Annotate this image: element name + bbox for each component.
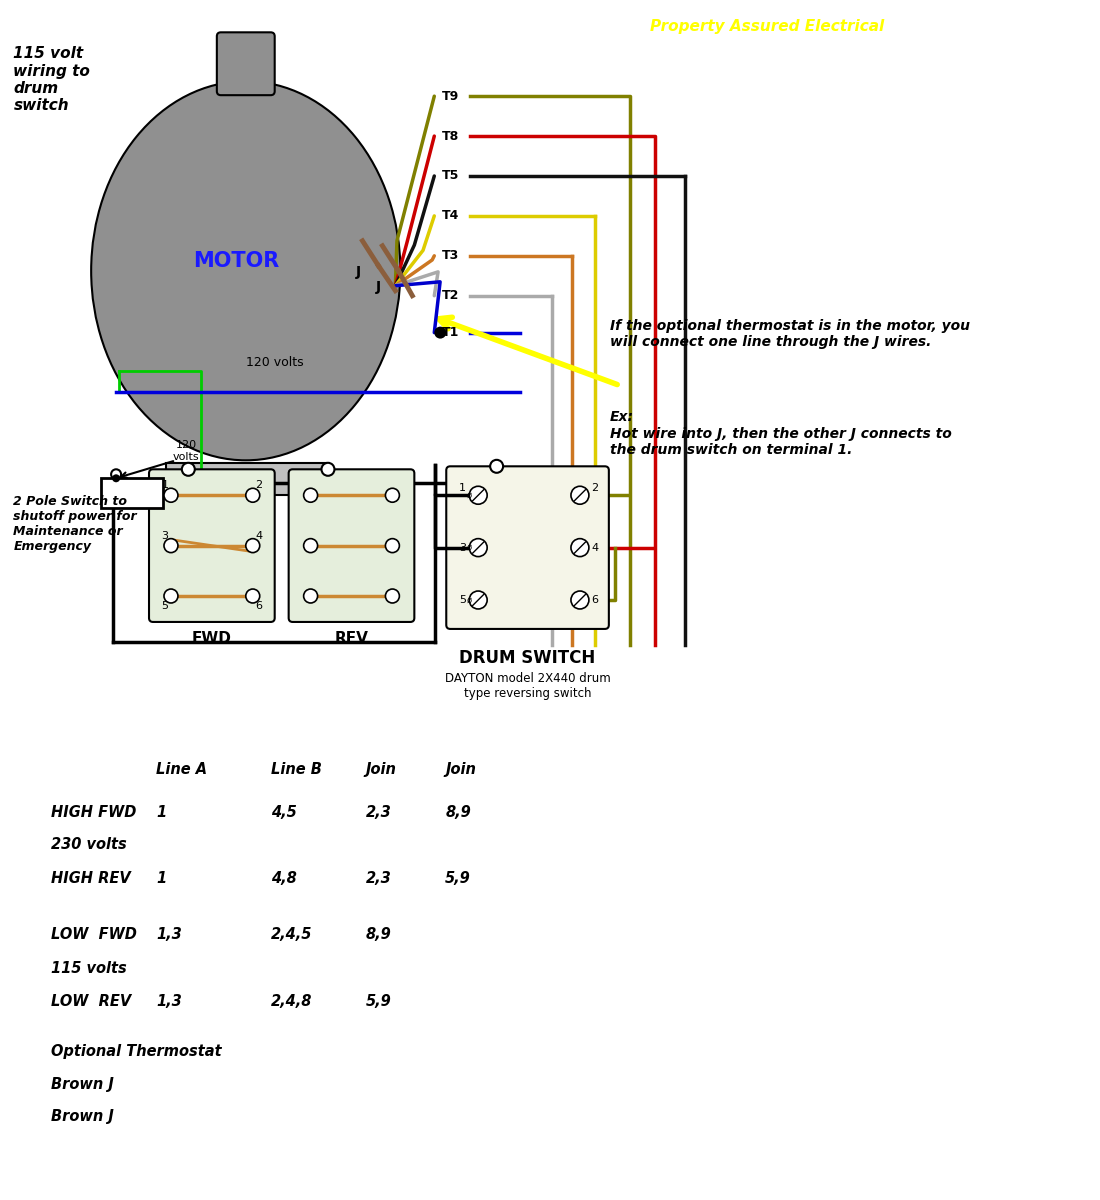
Circle shape <box>571 486 588 504</box>
Text: 1: 1 <box>156 871 166 887</box>
Text: 8,9: 8,9 <box>446 804 471 820</box>
Text: 115 volts: 115 volts <box>52 961 127 976</box>
Text: 115 volt
wiring to
drum
switch: 115 volt wiring to drum switch <box>13 47 90 114</box>
Circle shape <box>164 539 178 553</box>
Text: 1,3: 1,3 <box>156 994 182 1009</box>
Text: ø: ø <box>468 491 472 499</box>
Circle shape <box>112 474 120 482</box>
Text: T4: T4 <box>442 209 460 222</box>
Text: Join: Join <box>446 762 476 776</box>
FancyBboxPatch shape <box>217 32 275 95</box>
Text: 5: 5 <box>162 601 168 611</box>
Text: FWD: FWD <box>191 631 232 646</box>
Text: ø: ø <box>468 595 472 605</box>
Text: T5: T5 <box>442 169 460 182</box>
Text: REV: REV <box>334 631 368 646</box>
Text: ø: ø <box>468 544 472 552</box>
Text: Join: Join <box>365 762 396 776</box>
Circle shape <box>571 592 588 608</box>
Text: Brown J: Brown J <box>52 1109 114 1124</box>
Text: J: J <box>355 265 361 278</box>
FancyBboxPatch shape <box>290 493 331 515</box>
Text: MOTOR: MOTOR <box>192 251 279 271</box>
Text: 2,3: 2,3 <box>365 804 392 820</box>
FancyBboxPatch shape <box>288 469 415 622</box>
Text: 2,4,5: 2,4,5 <box>271 928 312 942</box>
Text: T9: T9 <box>442 90 460 103</box>
Text: LOW  REV: LOW REV <box>52 994 132 1009</box>
FancyBboxPatch shape <box>148 469 275 622</box>
Text: 6: 6 <box>255 601 262 611</box>
Text: Ex:
Hot wire into J, then the other J connects to
the drum switch on terminal 1.: Ex: Hot wire into J, then the other J co… <box>609 410 952 457</box>
Text: 2 Pole Switch to
shutoff power for
Maintenance or
Emergency: 2 Pole Switch to shutoff power for Maint… <box>13 496 138 553</box>
Text: 8,9: 8,9 <box>365 928 392 942</box>
Text: 4: 4 <box>255 530 262 541</box>
Text: 120 volts: 120 volts <box>245 355 304 368</box>
Text: 2: 2 <box>255 480 262 491</box>
Text: 6: 6 <box>592 595 598 605</box>
Text: 3: 3 <box>459 542 465 553</box>
Text: Brown J: Brown J <box>52 1076 114 1092</box>
Text: T2: T2 <box>442 289 460 302</box>
Text: T1: T1 <box>442 326 460 340</box>
Ellipse shape <box>91 82 400 461</box>
Text: Line A: Line A <box>156 762 207 776</box>
Text: 4,8: 4,8 <box>271 871 297 887</box>
Text: 230 volts: 230 volts <box>52 838 127 852</box>
Text: 1: 1 <box>162 480 168 491</box>
Text: 120
volts: 120 volts <box>173 440 199 462</box>
Circle shape <box>434 326 447 338</box>
Text: 1: 1 <box>459 484 465 493</box>
Text: 5: 5 <box>459 595 465 605</box>
Text: DAYTON model 2X440 drum
type reversing switch: DAYTON model 2X440 drum type reversing s… <box>444 672 610 700</box>
Circle shape <box>245 539 260 553</box>
Text: 4,5: 4,5 <box>271 804 297 820</box>
Text: HIGH FWD: HIGH FWD <box>52 804 136 820</box>
Text: 5,9: 5,9 <box>446 871 471 887</box>
Circle shape <box>164 589 178 602</box>
FancyBboxPatch shape <box>166 463 326 496</box>
FancyBboxPatch shape <box>447 467 609 629</box>
Text: 3: 3 <box>162 530 168 541</box>
Circle shape <box>182 463 195 475</box>
FancyBboxPatch shape <box>161 493 201 515</box>
Text: J: J <box>375 280 381 294</box>
Text: Property Assured Electrical: Property Assured Electrical <box>650 19 884 35</box>
Circle shape <box>470 486 487 504</box>
Circle shape <box>304 488 318 503</box>
Circle shape <box>304 589 318 602</box>
Text: T8: T8 <box>442 130 460 143</box>
Text: 5,9: 5,9 <box>365 994 392 1009</box>
Circle shape <box>111 469 121 479</box>
Text: Optional Thermostat: Optional Thermostat <box>52 1044 222 1058</box>
Text: If the optional thermostat is in the motor, you
will connect one line through th: If the optional thermostat is in the mot… <box>609 319 970 349</box>
Circle shape <box>571 539 588 557</box>
Text: 1: 1 <box>156 804 166 820</box>
Text: LOW  FWD: LOW FWD <box>52 928 138 942</box>
Text: 2: 2 <box>592 484 598 493</box>
Text: T3: T3 <box>442 250 460 263</box>
Text: 2,4,8: 2,4,8 <box>271 994 312 1009</box>
Circle shape <box>321 463 334 475</box>
Circle shape <box>385 589 399 602</box>
Text: 1,3: 1,3 <box>156 928 182 942</box>
Circle shape <box>245 488 260 503</box>
Circle shape <box>245 589 260 602</box>
Circle shape <box>470 592 487 608</box>
Text: DRUM SWITCH: DRUM SWITCH <box>460 649 596 667</box>
Text: 4: 4 <box>592 542 598 553</box>
Circle shape <box>470 539 487 557</box>
Text: Line B: Line B <box>271 762 321 776</box>
Circle shape <box>491 460 503 473</box>
Text: 2,3: 2,3 <box>365 871 392 887</box>
Circle shape <box>385 539 399 553</box>
Text: HIGH REV: HIGH REV <box>52 871 131 887</box>
Bar <box>101 479 163 509</box>
Circle shape <box>385 488 399 503</box>
Circle shape <box>164 488 178 503</box>
Circle shape <box>304 539 318 553</box>
